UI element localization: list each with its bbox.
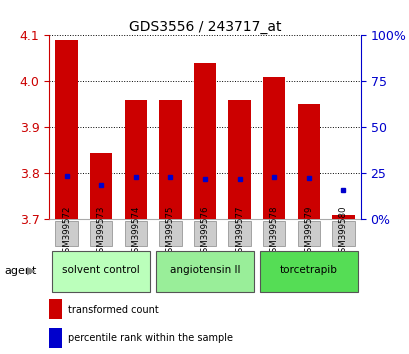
Bar: [49, 328, 61, 348]
Text: solvent control: solvent control: [62, 265, 139, 275]
Text: GSM399575: GSM399575: [166, 206, 175, 258]
Text: angiotensin II: angiotensin II: [169, 265, 240, 275]
Bar: [193, 63, 216, 219]
Text: GSM399573: GSM399573: [97, 206, 106, 258]
Text: ▶: ▶: [27, 266, 35, 276]
Text: torcetrapib: torcetrapib: [279, 265, 337, 275]
Bar: [52, 251, 150, 292]
Text: GSM399580: GSM399580: [338, 206, 347, 258]
Bar: [49, 299, 61, 319]
Bar: [228, 221, 250, 246]
Title: GDS3556 / 243717_at: GDS3556 / 243717_at: [128, 21, 281, 34]
Bar: [228, 100, 250, 219]
Bar: [331, 221, 354, 246]
Bar: [159, 221, 181, 246]
Bar: [90, 221, 112, 246]
Bar: [155, 251, 254, 292]
Text: percentile rank within the sample: percentile rank within the sample: [68, 333, 232, 343]
Text: agent: agent: [4, 266, 36, 276]
Bar: [297, 221, 319, 246]
Bar: [124, 100, 147, 219]
Bar: [159, 100, 181, 219]
Text: transformed count: transformed count: [68, 305, 158, 315]
Bar: [262, 77, 285, 219]
Bar: [90, 153, 112, 219]
Text: GSM399576: GSM399576: [200, 206, 209, 258]
Text: GSM399574: GSM399574: [131, 206, 140, 258]
Text: GSM399577: GSM399577: [234, 206, 243, 258]
Text: GSM399572: GSM399572: [62, 206, 71, 258]
Bar: [55, 221, 78, 246]
Text: GSM399578: GSM399578: [269, 206, 278, 258]
Bar: [193, 221, 216, 246]
Bar: [124, 221, 147, 246]
Bar: [55, 40, 78, 219]
Text: GSM399579: GSM399579: [303, 206, 312, 258]
Bar: [259, 251, 357, 292]
Bar: [331, 215, 354, 219]
Bar: [262, 221, 285, 246]
Bar: [297, 104, 319, 219]
